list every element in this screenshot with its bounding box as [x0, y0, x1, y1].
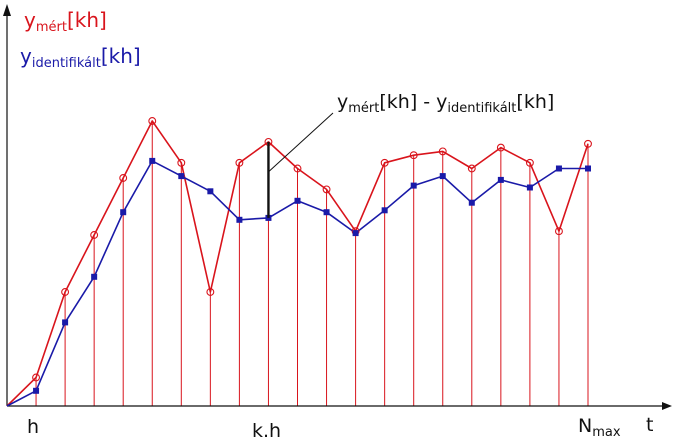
- measured-point-13: [380, 158, 389, 167]
- identified-point-1: [33, 387, 40, 394]
- identified-point-18: [526, 184, 533, 191]
- x-axis-arrow: [662, 402, 672, 410]
- identified-point-6: [178, 173, 185, 180]
- identified-point-12: [352, 230, 359, 237]
- x-tick-h: h: [27, 416, 40, 438]
- annotation-leader-line: [268, 112, 334, 173]
- annotation-b-main: y: [436, 91, 448, 113]
- identified-point-8: [236, 216, 243, 223]
- x-tick-nmax: Nmax: [578, 415, 621, 440]
- x-tick-nmax-sub: max: [592, 425, 621, 440]
- identified-point-17: [497, 176, 504, 183]
- annotation-a-suffix: [kh] -: [379, 91, 437, 113]
- measured-point-1: [32, 373, 40, 382]
- series-markers: [32, 117, 592, 394]
- legend-measured-sub: mért: [35, 20, 67, 35]
- measured-series-line: [6, 120, 589, 407]
- measured-point-7: [206, 288, 215, 296]
- measured-point-18: [525, 158, 534, 167]
- measured-point-15: [438, 147, 447, 156]
- identified-point-15: [439, 173, 446, 180]
- legend-identified-sub: identifikált: [31, 56, 101, 71]
- annotation-a-sub: mért: [348, 101, 380, 116]
- identified-point-3: [91, 273, 98, 280]
- sample-stems: [35, 121, 589, 406]
- measured-point-8: [235, 158, 244, 167]
- legend-measured: ymért[kh]: [24, 10, 107, 34]
- identified-point-11: [323, 209, 330, 216]
- legend-measured-suffix: [kh]: [66, 8, 107, 32]
- measured-point-3: [90, 231, 99, 239]
- annotation-b-suffix: [kh]: [516, 91, 555, 113]
- measured-point-11: [322, 185, 331, 194]
- identified-point-14: [410, 182, 417, 189]
- identified-point-2: [62, 319, 69, 326]
- y-axis-arrow: [3, 4, 11, 16]
- identified-point-10: [294, 197, 301, 204]
- annotation-graphics: [267, 112, 334, 218]
- x-axis-label: t: [646, 414, 654, 436]
- x-tick-nmax-main: N: [578, 415, 593, 437]
- identified-point-7: [207, 188, 214, 195]
- identified-point-19: [555, 165, 562, 172]
- measured-point-14: [409, 151, 418, 160]
- identified-point-13: [381, 207, 388, 214]
- measured-point-2: [61, 288, 70, 296]
- axes: [3, 4, 672, 410]
- measured-point-20: [584, 139, 592, 148]
- measured-point-10: [293, 164, 302, 173]
- identified-point-5: [149, 157, 156, 164]
- measured-point-17: [496, 143, 505, 152]
- legend-measured-main: y: [24, 8, 36, 32]
- measured-point-6: [177, 158, 186, 167]
- measured-point-19: [554, 227, 563, 236]
- measured-point-16: [467, 164, 476, 173]
- measured-point-4: [119, 174, 128, 182]
- x-tick-kh: k.h: [252, 420, 282, 442]
- identified-point-20: [585, 165, 591, 172]
- error-annotation: ymért[kh] - yidentifikált[kh]: [337, 91, 555, 116]
- identified-point-16: [468, 199, 475, 206]
- legend-identified-suffix: [kh]: [100, 44, 141, 68]
- measured-point-5: [148, 117, 157, 125]
- annotation-a-main: y: [337, 91, 349, 113]
- legend-identified-main: y: [20, 44, 32, 68]
- identified-point-4: [120, 209, 127, 216]
- legend-identified: yidentifikált[kh]: [20, 46, 141, 70]
- annotation-b-sub: identifikált: [447, 101, 517, 116]
